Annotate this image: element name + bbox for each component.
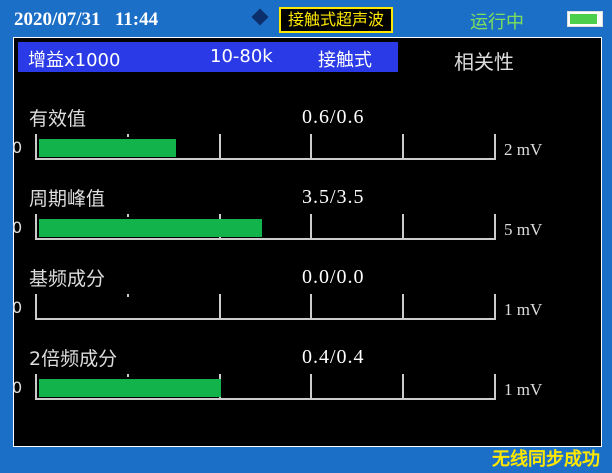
scale-tick <box>401 374 404 398</box>
run-state: 运行中 <box>470 12 524 33</box>
meter-scale <box>35 374 496 400</box>
measurement-panel: 增益x1000 10-80k 接触式 相关性 有效值 0.6/0.6 0 2 m… <box>12 37 602 447</box>
meter-bar <box>39 219 262 237</box>
scale-tick <box>310 294 313 318</box>
scale-zero: 0 <box>12 218 23 237</box>
meter-value: 0.4/0.4 <box>302 346 365 368</box>
meter-bar <box>39 379 221 397</box>
scale-tick <box>310 134 313 158</box>
scale-tick <box>310 214 313 238</box>
scale-tick <box>127 294 130 297</box>
date: 2020/07/31 <box>14 9 101 30</box>
datetime: 2020/07/31 11:44 <box>14 9 158 31</box>
scale-max-unit: 5 mV <box>504 220 543 239</box>
diamond-icon <box>251 8 269 26</box>
meter-label: 2倍频成分 <box>29 348 118 370</box>
sync-status: 无线同步成功 <box>492 449 600 470</box>
meter-value: 3.5/3.5 <box>302 186 365 208</box>
meter-bar <box>39 139 176 157</box>
scale-zero: 0 <box>12 138 23 157</box>
status-bar: 2020/07/31 11:44 接触式超声波 运行中 <box>0 0 612 36</box>
meter-row: 周期峰值 3.5/3.5 0 5 mV <box>12 184 601 264</box>
scale-max-unit: 1 mV <box>504 380 543 399</box>
method-label[interactable]: 接触式 <box>318 50 372 71</box>
meter-label: 基频成分 <box>29 268 106 290</box>
meter-label: 有效值 <box>29 108 87 130</box>
meter-scale <box>35 294 496 320</box>
correlation-tab[interactable]: 相关性 <box>454 50 514 74</box>
band-label[interactable]: 10-80k <box>210 46 273 67</box>
meter-label: 周期峰值 <box>29 188 106 210</box>
scale-tick <box>401 134 404 158</box>
battery-icon <box>567 11 603 27</box>
scale-tick <box>127 134 130 137</box>
scale-max-unit: 1 mV <box>504 300 543 319</box>
scale-tick <box>401 294 404 318</box>
scale-tick <box>218 294 221 318</box>
meter-row: 基频成分 0.0/0.0 0 1 mV <box>12 264 601 344</box>
meter-row: 2倍频成分 0.4/0.4 0 1 mV <box>12 344 601 424</box>
settings-band: 增益x1000 10-80k 接触式 <box>18 42 398 72</box>
scale-zero: 0 <box>12 378 23 397</box>
meter-value: 0.6/0.6 <box>302 106 365 128</box>
scale-tick <box>401 214 404 238</box>
scale-tick <box>127 214 130 217</box>
scale-max-unit: 2 mV <box>504 140 543 159</box>
mode-indicator[interactable]: 接触式超声波 <box>279 7 393 33</box>
meter-value: 0.0/0.0 <box>302 266 365 288</box>
time: 11:44 <box>114 9 159 30</box>
scale-tick <box>127 374 130 377</box>
gain-label[interactable]: 增益x1000 <box>28 50 121 71</box>
meter-scale <box>35 134 496 160</box>
meter-row: 有效值 0.6/0.6 0 2 mV <box>12 104 601 184</box>
meter-scale <box>35 214 496 240</box>
scale-tick <box>310 374 313 398</box>
scale-zero: 0 <box>12 298 23 317</box>
scale-tick <box>218 134 221 158</box>
